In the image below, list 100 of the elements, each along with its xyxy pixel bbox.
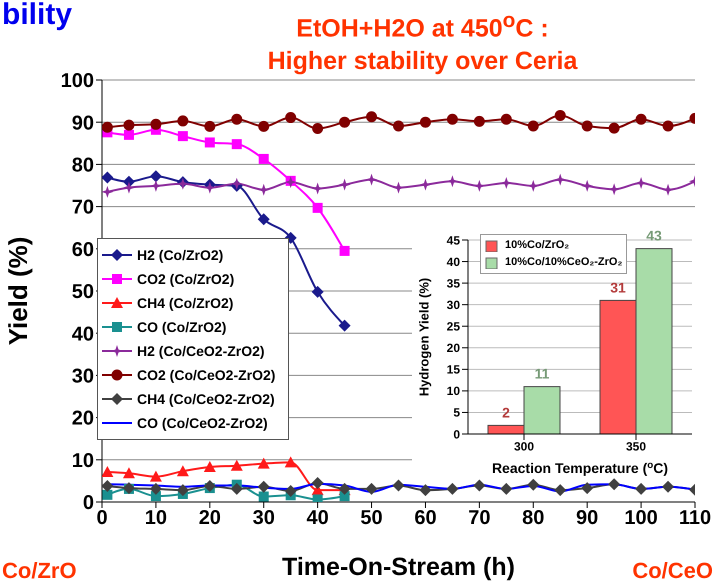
legend-label: CH4 (Co/CeO2-ZrO2) <box>137 390 275 409</box>
point <box>176 465 189 476</box>
x-tick-label: 30 <box>252 507 275 530</box>
y-tick-label: 10 <box>446 384 460 398</box>
point <box>662 480 674 493</box>
y-axis-title: Yield (%) <box>3 236 34 346</box>
legend-label: 10%Co/ZrO₂ <box>505 238 570 253</box>
y-axis-title: Hydrogen Yield (%) <box>416 278 432 396</box>
point <box>258 120 270 132</box>
point <box>338 320 351 332</box>
point <box>446 114 458 125</box>
legend-label: H2 (Co/ZrO2) <box>137 246 224 265</box>
point <box>102 466 114 478</box>
point <box>176 484 189 496</box>
point <box>284 485 297 498</box>
point <box>608 122 620 134</box>
x-tick-label: 70 <box>468 507 490 530</box>
point <box>366 111 378 122</box>
point <box>150 170 162 182</box>
x-tick-label: 40 <box>306 507 329 530</box>
x-tick-label: 300 <box>514 440 534 454</box>
point <box>392 182 404 194</box>
point <box>258 154 269 164</box>
chart-subtitle: Higher stability over Ceria <box>266 46 578 78</box>
point <box>500 114 512 125</box>
point <box>366 482 378 495</box>
point <box>500 482 512 495</box>
point <box>258 184 270 196</box>
point <box>366 174 378 186</box>
x-tick-label: 20 <box>198 507 221 530</box>
point <box>231 114 242 125</box>
point <box>446 482 458 495</box>
point <box>124 130 134 140</box>
y-tick-label: 15 <box>446 362 460 377</box>
point <box>258 213 270 226</box>
data-label: 11 <box>534 366 550 382</box>
legend-label: CO2 (Co/ZrO2) <box>137 270 234 289</box>
x-axis-title: Reaction Temperature ($^{o}$C) <box>492 460 668 476</box>
legend-label: H2 (Co/CeO2-ZrO2) <box>137 342 265 361</box>
point <box>608 478 620 490</box>
point <box>178 131 188 142</box>
text: bility <box>2 0 72 31</box>
x-tick-label: 10 <box>144 507 168 530</box>
y-tick-label: 5 <box>453 406 460 420</box>
y-tick-label: 80 <box>72 154 94 176</box>
point <box>123 120 134 131</box>
point <box>312 477 324 490</box>
data-label: 43 <box>646 228 662 244</box>
point <box>340 246 350 256</box>
text: Co/CeO <box>632 558 713 583</box>
y-tick-label: 40 <box>72 323 94 346</box>
point <box>392 480 404 492</box>
x-tick-label: 110 <box>678 507 712 530</box>
y-tick-label: 0 <box>82 492 94 514</box>
point <box>122 182 135 194</box>
point <box>662 184 674 196</box>
legend-label: CO (Co/CeO2-ZrO2) <box>137 414 268 433</box>
point <box>122 467 135 478</box>
point <box>582 120 593 132</box>
point <box>581 482 594 494</box>
point <box>284 456 297 468</box>
data-label: 2 <box>502 404 510 420</box>
text: Co/ZrO <box>2 558 77 583</box>
x-tick-label: 60 <box>414 507 437 530</box>
point <box>393 120 404 132</box>
y-tick-label: 0 <box>453 427 460 442</box>
point <box>419 178 432 191</box>
y-tick-label: 25 <box>446 319 460 334</box>
point <box>554 110 566 121</box>
y-tick-label: 30 <box>72 366 94 388</box>
point <box>102 171 114 184</box>
y-tick-label: 50 <box>72 281 94 304</box>
point <box>230 482 243 495</box>
point <box>102 480 114 492</box>
x-tick-label: 90 <box>576 507 598 530</box>
x-tick-label: 0 <box>96 507 108 530</box>
y-tick-label: 20 <box>446 341 460 356</box>
y-tick-label: 35 <box>446 276 460 290</box>
point <box>204 480 216 492</box>
point <box>419 484 432 496</box>
y-tick-label: 30 <box>446 298 460 312</box>
legend-label: 10%Co/10%CeO₂-ZrO₂ <box>505 255 622 270</box>
point <box>204 182 216 194</box>
point <box>312 202 323 213</box>
point <box>473 480 486 492</box>
point <box>150 118 162 130</box>
point <box>636 114 647 125</box>
x-tick-label: 350 <box>626 440 646 454</box>
point <box>474 116 485 127</box>
y-tick-label: 90 <box>72 112 94 134</box>
y-tick-label: 40 <box>446 254 460 269</box>
point <box>204 137 215 148</box>
point <box>554 484 566 496</box>
point <box>662 120 674 132</box>
point <box>102 490 112 500</box>
legend-label: CH4 (Co/ZrO2) <box>137 294 234 313</box>
point <box>527 478 540 491</box>
y-tick-label: 20 <box>72 408 94 430</box>
y-tick-label: 70 <box>72 196 94 219</box>
point <box>635 482 648 495</box>
